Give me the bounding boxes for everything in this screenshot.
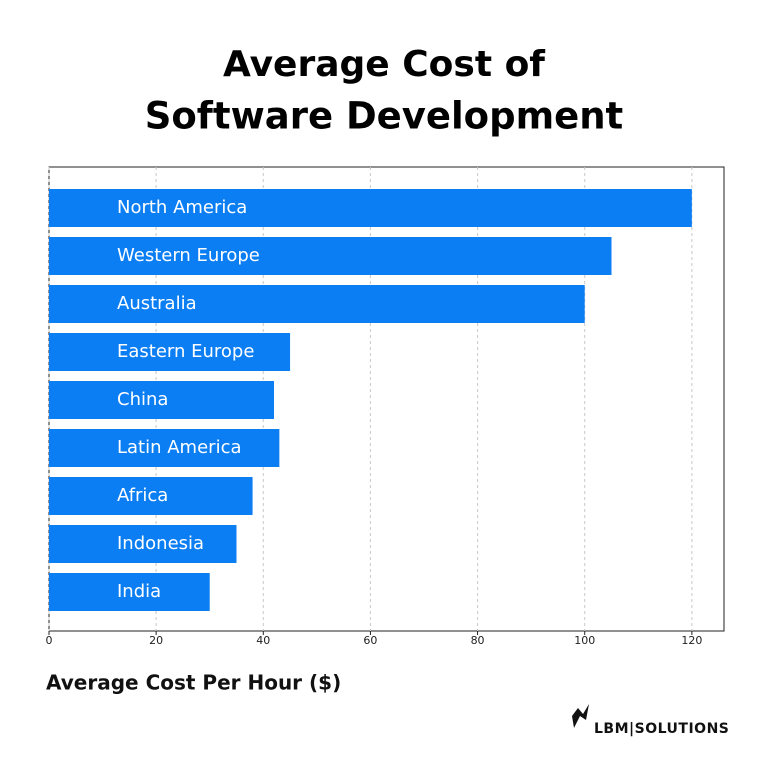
category-label: India [117, 581, 161, 602]
category-label: China [117, 389, 168, 410]
category-label: Australia [117, 293, 197, 314]
x-tick-label: 80 [471, 634, 485, 647]
bar [49, 237, 612, 275]
x-tick-label: 120 [681, 634, 702, 647]
bar [49, 189, 692, 227]
bar [49, 429, 280, 467]
chart-title: Software Development [145, 95, 624, 138]
chart-title: Average Cost of [223, 44, 545, 85]
category-label: Eastern Europe [117, 341, 254, 362]
category-label: Indonesia [117, 533, 204, 554]
category-label: North America [117, 197, 247, 218]
bar [49, 381, 274, 419]
bar [49, 573, 210, 611]
x-tick-label: 40 [256, 634, 270, 647]
bar [49, 477, 253, 515]
category-label: Western Europe [117, 245, 260, 266]
x-tick-label: 0 [46, 634, 53, 647]
category-label: Latin America [117, 437, 242, 458]
x-tick-label: 100 [574, 634, 595, 647]
x-tick-label: 20 [149, 634, 163, 647]
bar [49, 285, 585, 323]
category-label: Africa [117, 485, 168, 506]
x-axis-label: Average Cost Per Hour ($) [46, 671, 341, 695]
logo-icon [572, 704, 589, 728]
bar [49, 333, 291, 371]
bar [49, 525, 237, 563]
brand: LBM|SOLUTIONS [594, 721, 729, 737]
x-tick-label: 60 [363, 634, 377, 647]
